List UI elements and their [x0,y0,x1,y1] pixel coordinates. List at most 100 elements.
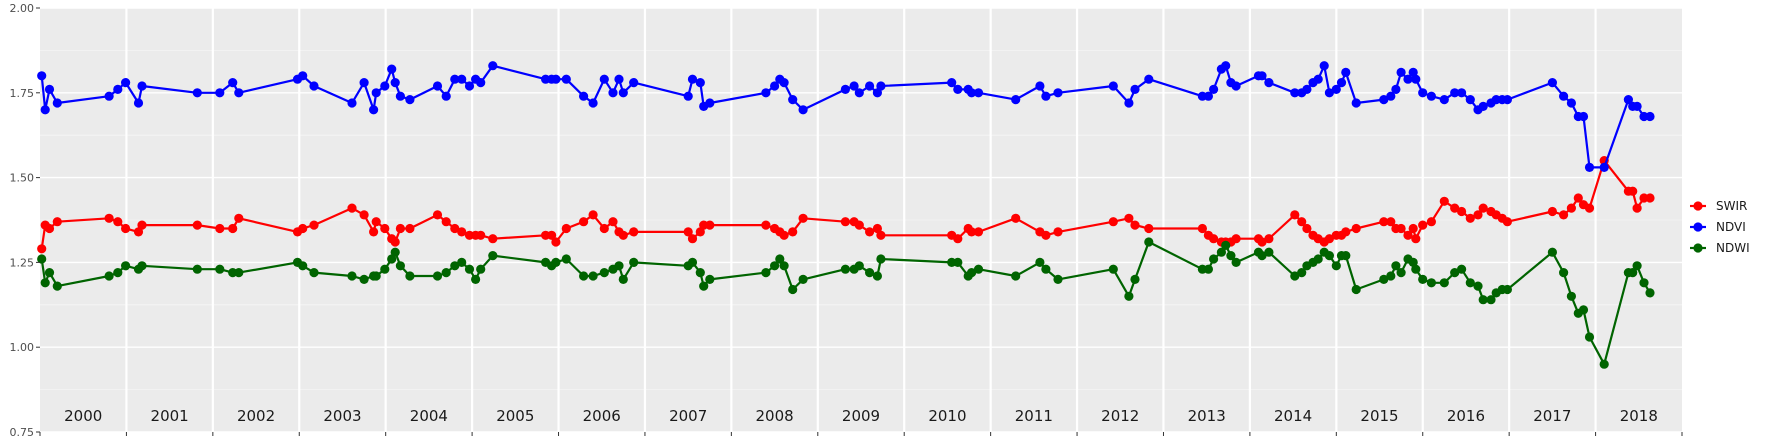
data-point-ndvi [457,74,467,84]
data-point-ndvi [488,61,498,71]
year-label: 2012 [1101,407,1139,425]
data-point-ndvi [215,88,225,98]
data-point-ndvi [390,78,400,88]
data-point-swir [1197,223,1207,234]
year-labels: 2000 2001 2002 2003 2004 2005 2006 2007 2008 2009… [64,407,1658,425]
data-point-swir [588,210,598,220]
data-point-swir [44,223,55,234]
data-point-ndvi [121,78,131,88]
data-point-ndvi [1547,78,1557,88]
data-point-ndvi [371,88,381,98]
data-point-ndwi [1231,257,1241,267]
data-point-ndwi [1264,247,1274,257]
data-point-ndvi [1319,61,1329,71]
data-point-ndvi [599,74,609,84]
data-point-ndwi [1324,251,1334,261]
data-point-ndwi [761,268,771,278]
data-point-ndvi [387,64,397,74]
data-point-swir [1584,203,1595,213]
data-point-ndvi [1336,78,1347,88]
data-point-swir [973,227,984,237]
data-point-ndvi [380,81,390,91]
data-point-ndwi [1386,271,1396,281]
data-point-ndvi [579,91,589,101]
data-point-ndvi [1502,95,1512,105]
data-point-ndvi [441,91,451,101]
data-point-swir [618,230,628,240]
data-point-ndwi [687,257,698,267]
data-point-ndwi [1221,240,1231,250]
data-point-ndwi [52,281,62,291]
data-point-swir [380,223,390,234]
data-point-ndwi [1108,264,1118,274]
data-point-swir [432,210,443,220]
data-point-ndwi [1144,237,1154,247]
data-point-ndvi [1130,84,1140,94]
data-point-ndvi [44,84,55,94]
data-point-swir [1645,193,1655,203]
data-point-swir [779,230,789,240]
data-point-ndvi [1313,74,1323,84]
data-point-ndwi [1502,284,1512,295]
data-point-ndwi [770,261,780,271]
data-point-ndwi [44,268,55,278]
data-point-ndvi [1264,78,1274,88]
data-point-ndvi [52,98,62,108]
data-point-ndvi [761,88,771,98]
data-point-ndvi [1450,88,1460,98]
data-point-ndvi [1231,81,1241,91]
data-point-ndvi [1035,81,1045,91]
data-point-ndwi [347,271,357,281]
year-label: 2011 [1015,407,1053,425]
y-tick-label: 1.50 [10,172,35,185]
data-point-ndwi [309,268,319,278]
data-point-ndwi [234,268,244,278]
data-point-ndvi [432,81,443,91]
data-point-ndvi [683,91,693,101]
data-point-ndvi [770,81,780,91]
data-point-ndvi [840,84,851,94]
year-label: 2010 [928,407,966,425]
data-point-ndwi [1599,359,1609,369]
data-point-ndvi [788,95,798,105]
data-point-swir [876,230,886,240]
data-point-ndvi [234,88,244,98]
data-point-ndwi [371,271,381,281]
data-point-swir [215,223,225,234]
data-point-swir [359,210,369,220]
data-point-ndwi [695,268,705,278]
data-point-ndvi [872,88,883,98]
data-point-ndwi [1418,274,1428,284]
data-point-ndwi [298,261,308,271]
data-point-swir [695,227,705,237]
data-point-swir [953,234,963,244]
data-point-ndwi [551,257,561,267]
data-point-ndvi [309,81,319,91]
data-point-ndvi [450,74,460,84]
data-point-ndwi [865,268,875,278]
data-point-ndvi [1379,95,1389,105]
y-tick-label: 1.25 [10,256,35,269]
data-point-ndwi [1566,291,1576,301]
data-point-ndvi [1351,98,1361,108]
data-point-ndwi [779,261,789,271]
data-point-ndvi [464,81,475,91]
data-point-ndwi [872,271,883,281]
data-point-ndvi [1457,88,1467,98]
data-point-ndwi [1226,251,1236,261]
data-point-swir [192,220,202,230]
data-point-ndwi [137,261,147,271]
year-label: 2006 [583,407,621,425]
data-point-ndvi [854,88,864,98]
data-point-swir [1473,210,1483,220]
data-point-ndvi [967,88,977,98]
data-point-swir [1418,220,1428,230]
data-point-swir [1386,217,1396,227]
data-point-ndvi [395,91,405,101]
data-point-swir [104,213,114,223]
data-point-swir [228,223,238,234]
data-point-ndwi [953,257,963,267]
data-point-ndvi [1632,101,1642,111]
data-point-swir [52,217,62,227]
